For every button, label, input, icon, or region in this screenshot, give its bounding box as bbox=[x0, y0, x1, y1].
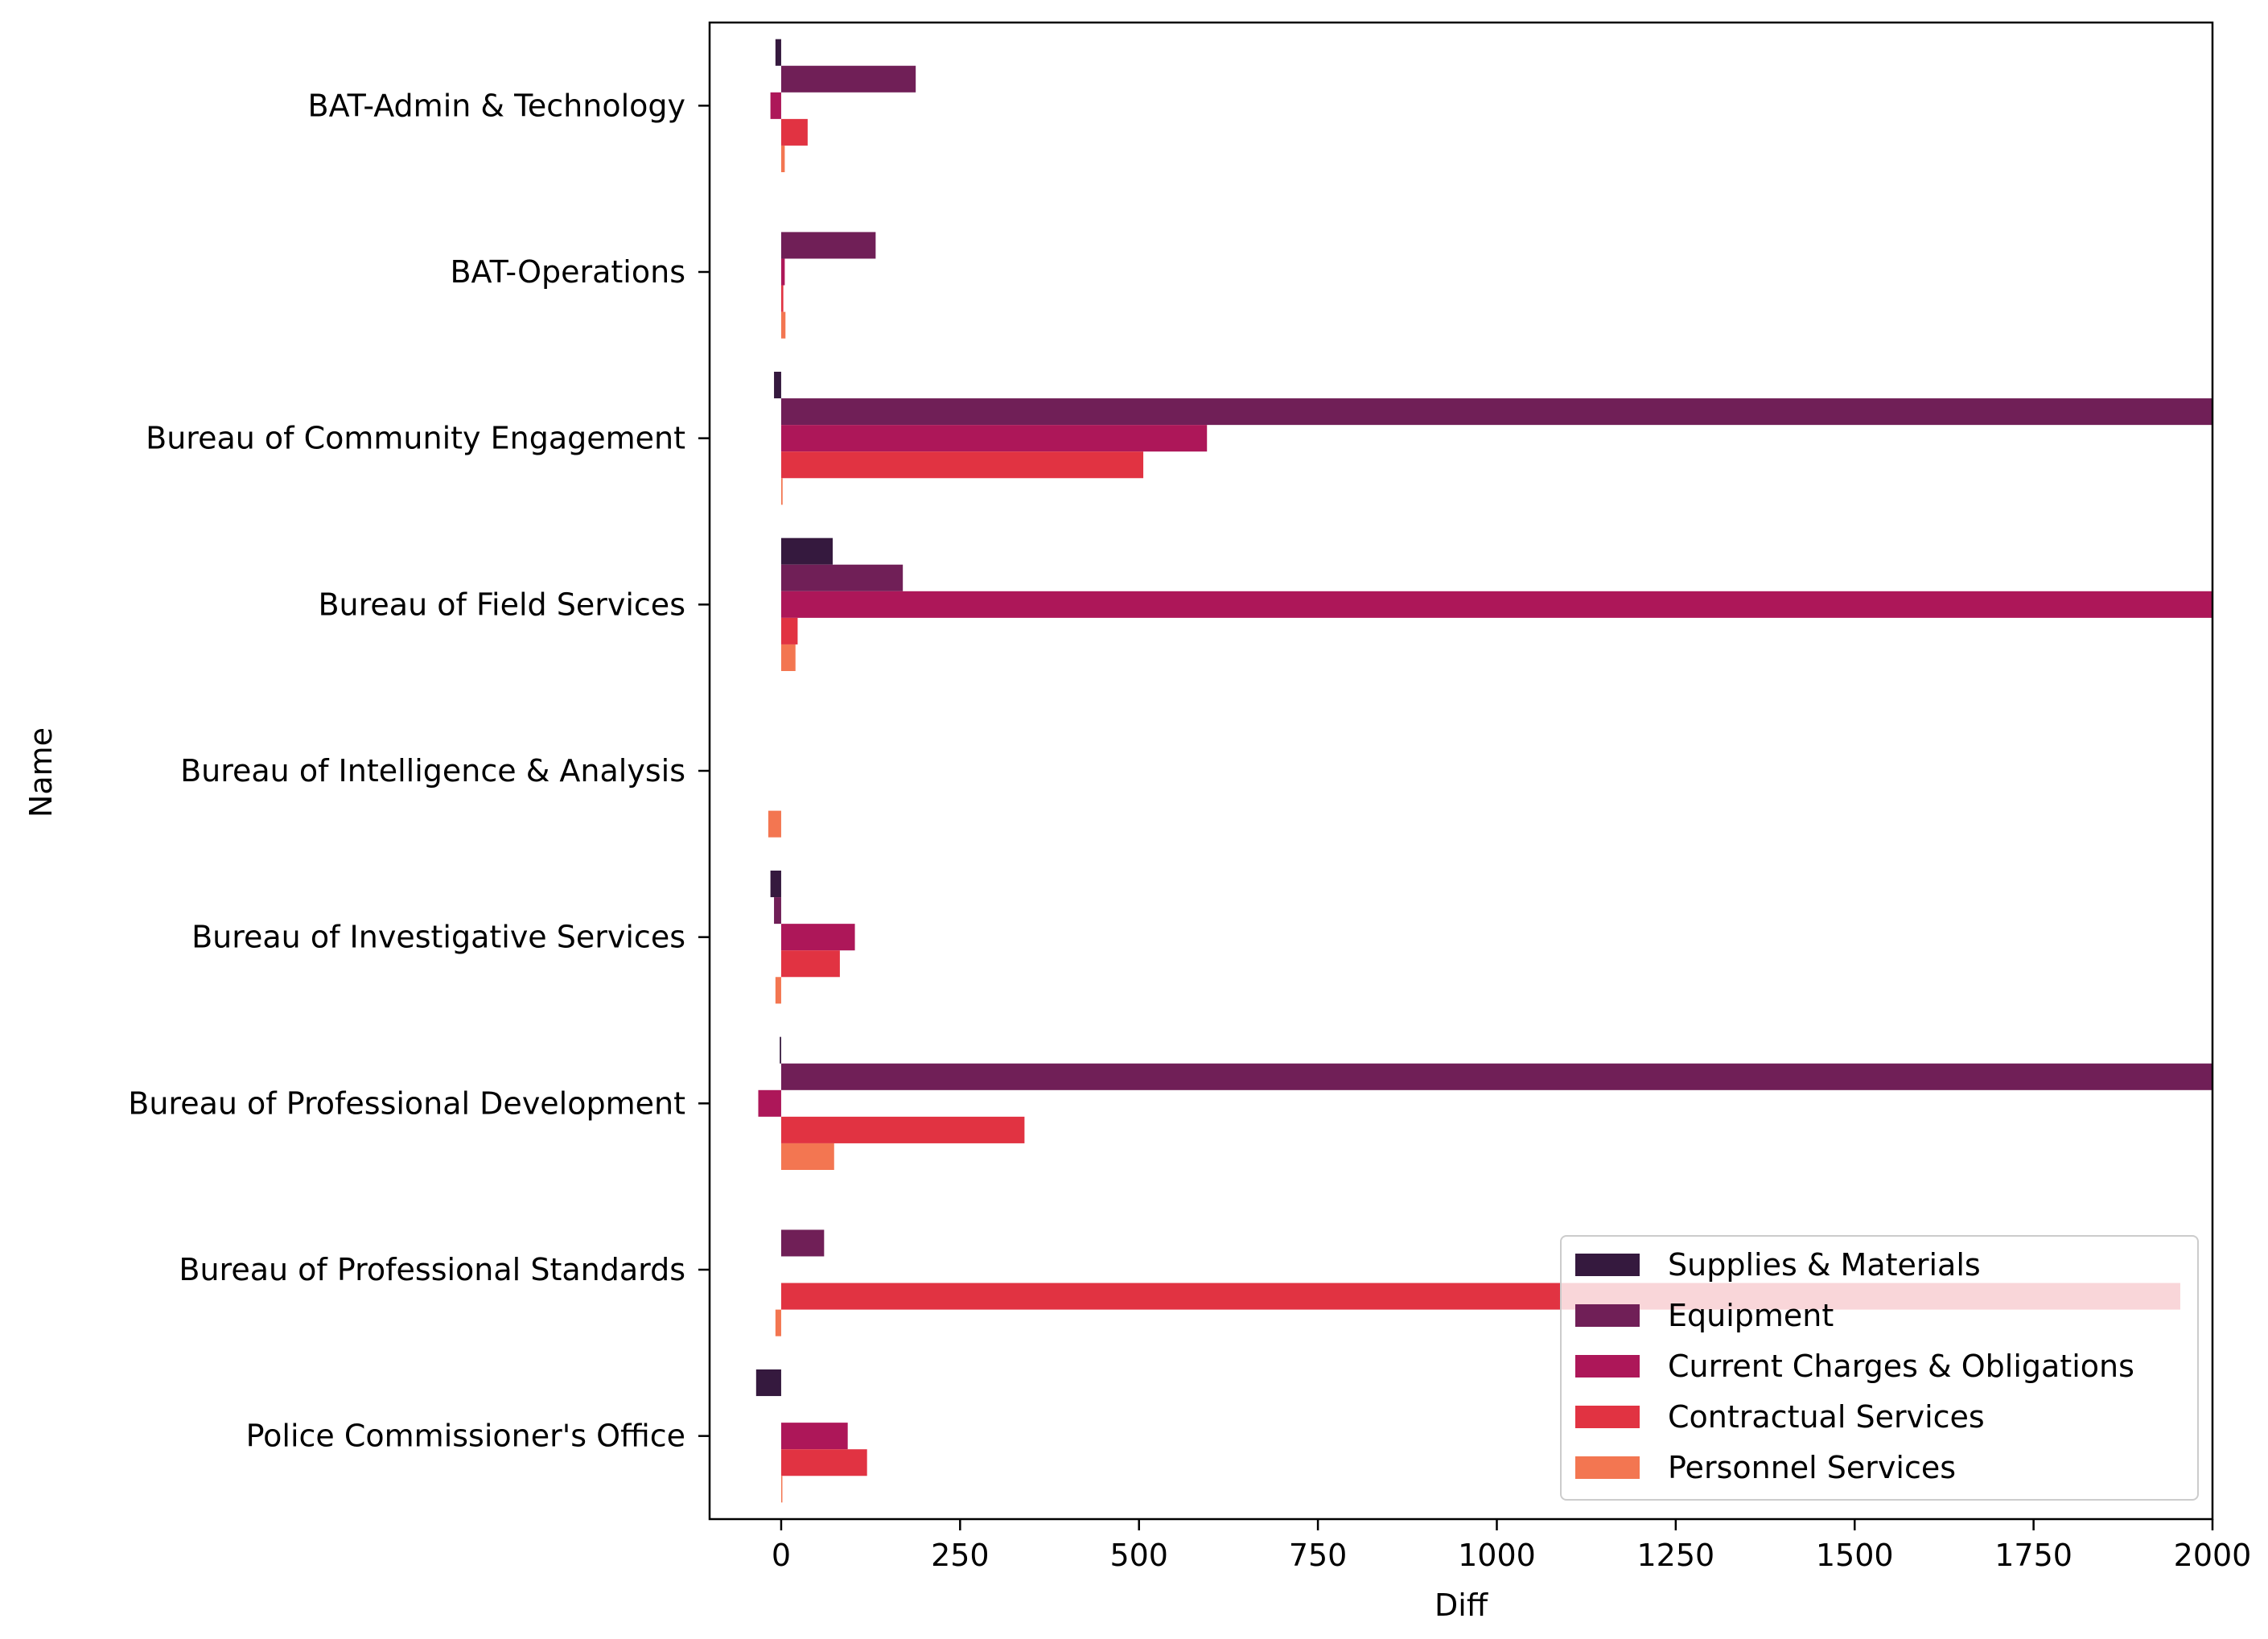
y-axis-title: Name bbox=[23, 727, 59, 817]
legend-label: Contractual Services bbox=[1668, 1399, 1985, 1435]
legend-swatch bbox=[1575, 1456, 1640, 1479]
bar-4-5 bbox=[775, 977, 781, 1004]
bar-1-7 bbox=[780, 1229, 825, 1257]
x-tick-label: 1500 bbox=[1816, 1538, 1894, 1573]
bar-4-3 bbox=[780, 644, 796, 671]
bar-0-2 bbox=[774, 372, 781, 399]
legend-label: Equipment bbox=[1668, 1298, 1834, 1333]
legend-swatch bbox=[1575, 1254, 1640, 1276]
category-label: Bureau of Intelligence & Analysis bbox=[180, 753, 685, 789]
bar-2-2 bbox=[780, 425, 1208, 452]
bar-2-6 bbox=[758, 1089, 781, 1117]
category-label: Police Commissioner's Office bbox=[246, 1419, 685, 1454]
bar-0-6 bbox=[780, 1036, 781, 1064]
bar-1-5 bbox=[774, 897, 781, 925]
bar-3-2 bbox=[780, 451, 1144, 479]
legend-label: Current Charges & Obligations bbox=[1668, 1349, 2134, 1384]
x-tick-label: 0 bbox=[772, 1538, 791, 1573]
bar-1-6 bbox=[780, 1063, 2212, 1090]
bar-0-3 bbox=[780, 537, 833, 565]
legend-swatch bbox=[1575, 1304, 1640, 1327]
category-label: Bureau of Professional Standards bbox=[179, 1252, 685, 1287]
bar-3-5 bbox=[780, 950, 840, 978]
category-label: BAT-Operations bbox=[450, 254, 685, 290]
category-label: Bureau of Field Services bbox=[318, 587, 685, 622]
category-label: BAT-Admin & Technology bbox=[308, 88, 685, 123]
category-label: Bureau of Community Engagement bbox=[146, 421, 685, 456]
x-tick-label: 1250 bbox=[1636, 1538, 1714, 1573]
legend-swatch bbox=[1575, 1406, 1640, 1428]
y-axis: BAT-Admin & Technology BAT-Operations Bure… bbox=[128, 88, 710, 1454]
bar-2-3 bbox=[780, 591, 2212, 618]
bar-2-5 bbox=[780, 924, 855, 951]
bar-3-8 bbox=[780, 1449, 867, 1476]
x-axis-title: Diff bbox=[1434, 1588, 1488, 1623]
bar-1-2 bbox=[780, 398, 2212, 426]
bar-0-8 bbox=[755, 1369, 781, 1397]
bar-1-1 bbox=[780, 232, 876, 259]
bar-4-0 bbox=[780, 145, 785, 172]
bar-2-1 bbox=[780, 258, 785, 286]
bar-1-3 bbox=[780, 564, 903, 591]
legend-swatch bbox=[1575, 1355, 1640, 1378]
bar-0-0 bbox=[775, 39, 781, 66]
bar-3-0 bbox=[780, 118, 808, 146]
x-tick-label: 1750 bbox=[1994, 1538, 2072, 1573]
bar-4-6 bbox=[780, 1143, 834, 1170]
bar-4-2 bbox=[780, 478, 783, 505]
bar-4-8 bbox=[780, 1476, 783, 1503]
bar-3-1 bbox=[780, 285, 784, 312]
category-label: Bureau of Investigative Services bbox=[191, 920, 685, 955]
legend-label: Supplies & Materials bbox=[1668, 1247, 1981, 1283]
legend-box bbox=[1560, 1235, 2199, 1501]
x-tick-label: 250 bbox=[931, 1538, 990, 1573]
x-tick-label: 500 bbox=[1109, 1538, 1168, 1573]
bar-3-3 bbox=[780, 617, 798, 644]
bar-4-1 bbox=[780, 311, 786, 339]
bar-0-5 bbox=[770, 871, 781, 898]
x-axis: 0 250 500 750 1000 1250 1500 1750 2000 bbox=[772, 1519, 2252, 1573]
legend-label: Personnel Services bbox=[1668, 1450, 1956, 1485]
bar-2-8 bbox=[780, 1423, 848, 1450]
bar-3-6 bbox=[780, 1116, 1025, 1143]
x-tick-label: 1000 bbox=[1458, 1538, 1536, 1573]
bar-4-7 bbox=[775, 1309, 781, 1336]
x-tick-label: 750 bbox=[1289, 1538, 1348, 1573]
bar-4-4 bbox=[768, 810, 781, 838]
x-tick-label: 2000 bbox=[2174, 1538, 2252, 1573]
bar-2-0 bbox=[770, 92, 781, 119]
legend: Supplies & Materials Equipment Current Cha… bbox=[1560, 1235, 2199, 1501]
bar-1-0 bbox=[780, 65, 916, 93]
category-label: Bureau of Professional Development bbox=[128, 1085, 685, 1121]
